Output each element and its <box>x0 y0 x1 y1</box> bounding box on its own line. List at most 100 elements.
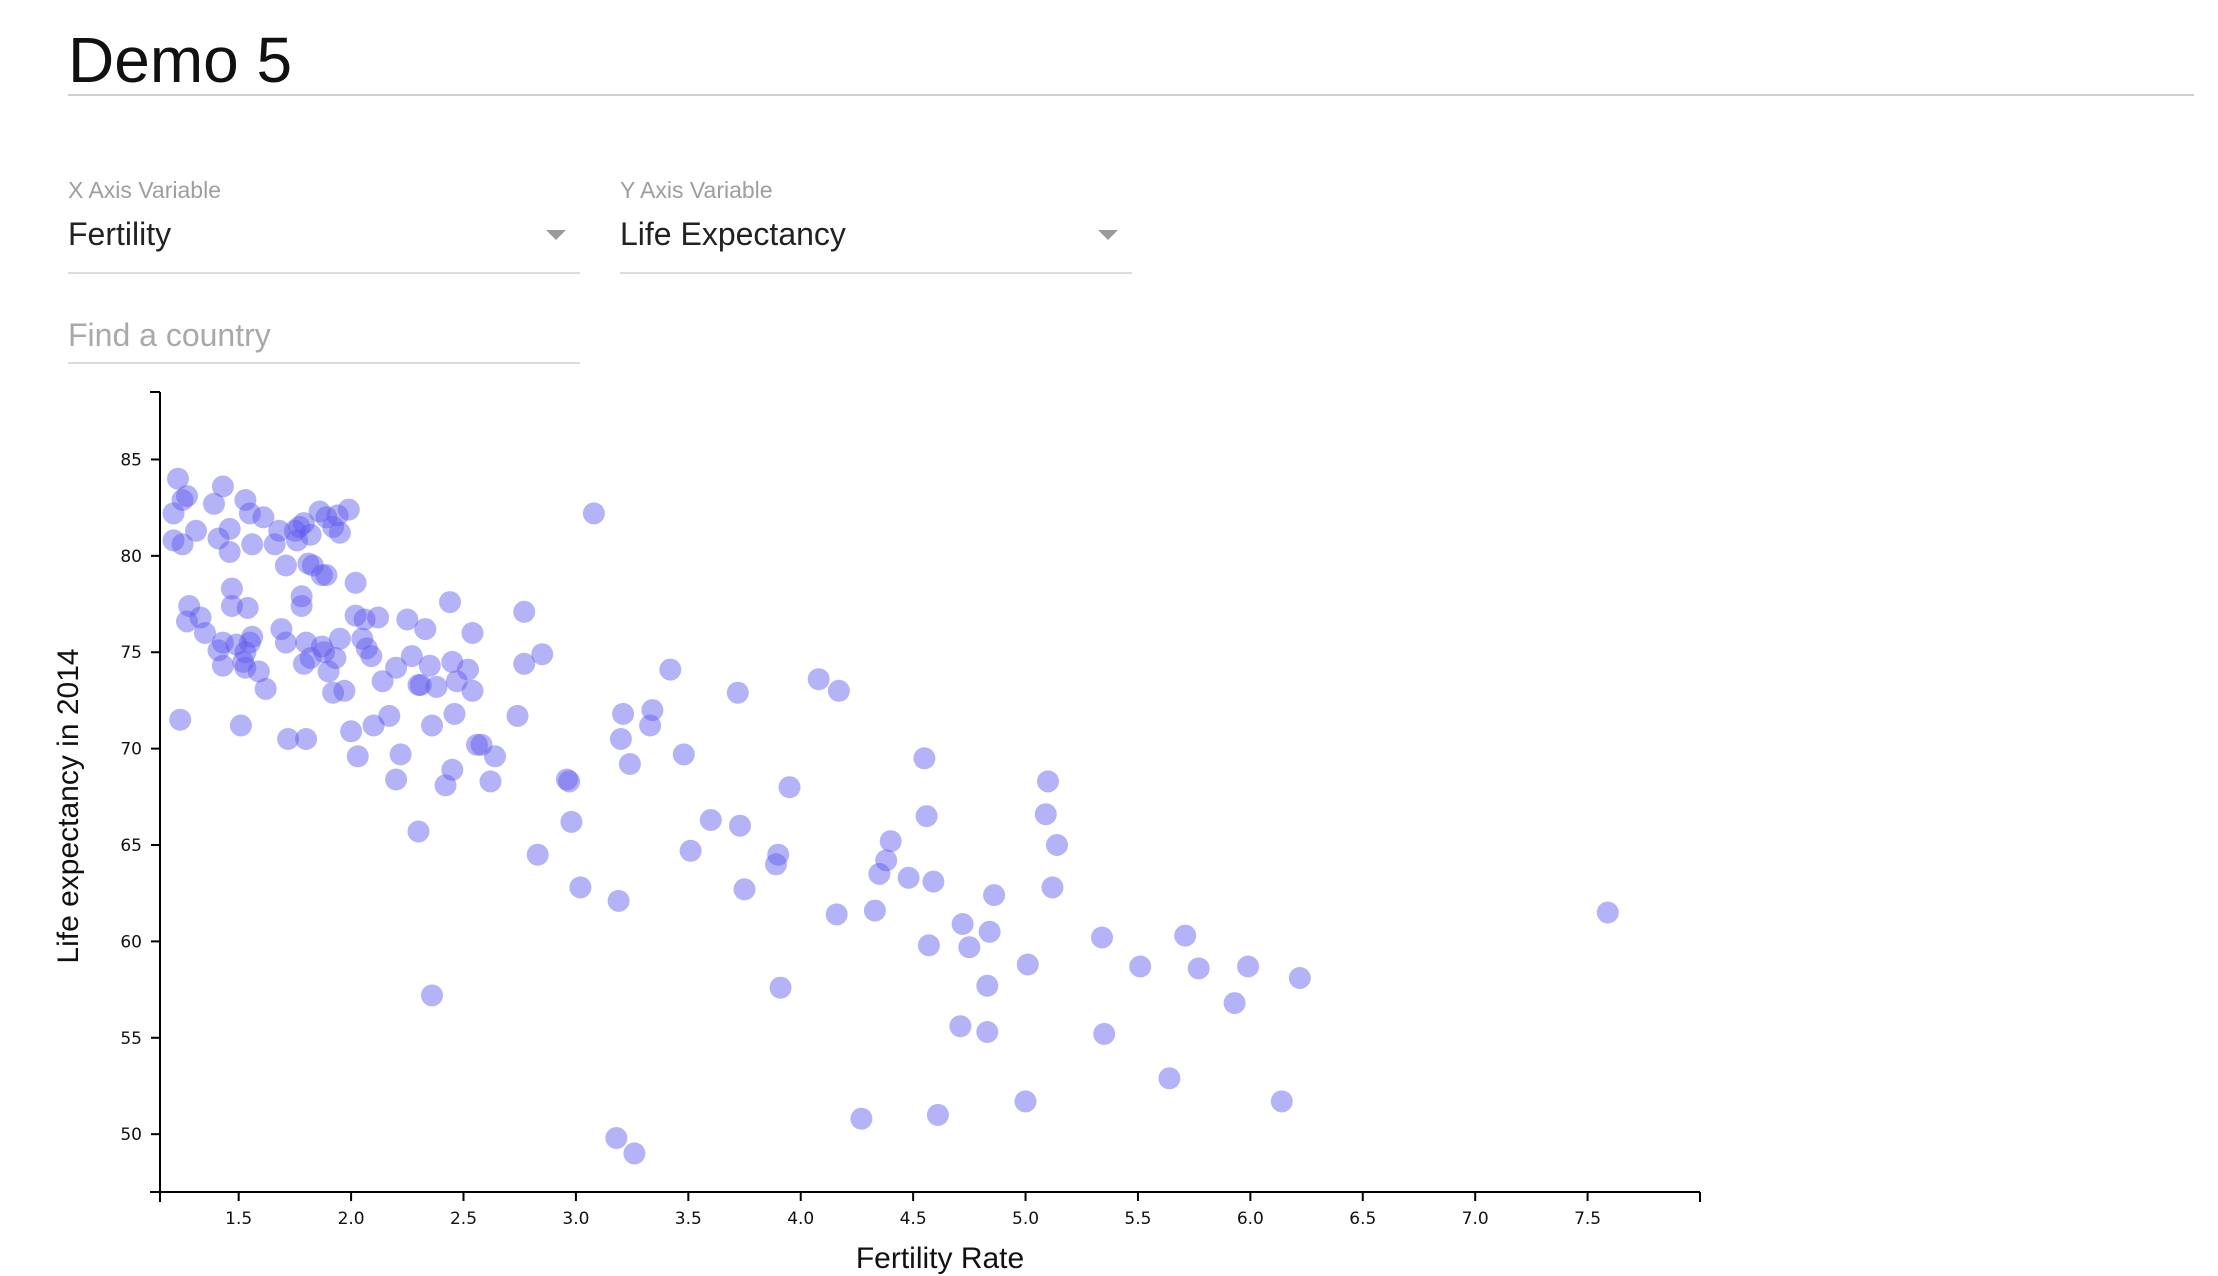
data-point[interactable] <box>324 647 347 669</box>
data-point[interactable] <box>171 533 194 556</box>
data-point[interactable] <box>313 641 336 664</box>
data-point[interactable] <box>1093 1022 1116 1045</box>
data-point[interactable] <box>513 600 536 623</box>
data-point[interactable] <box>220 577 243 600</box>
data-point[interactable] <box>292 652 315 675</box>
data-point[interactable] <box>355 637 378 660</box>
data-point[interactable] <box>288 515 311 538</box>
data-point[interactable] <box>827 679 850 702</box>
data-point[interactable] <box>1237 955 1260 978</box>
data-point[interactable] <box>605 1127 628 1149</box>
data-point[interactable] <box>211 631 234 654</box>
data-point[interactable] <box>926 1103 949 1126</box>
data-point[interactable] <box>378 704 401 727</box>
data-point[interactable] <box>441 758 464 781</box>
data-point[interactable] <box>247 660 270 683</box>
data-point[interactable] <box>441 650 464 673</box>
data-point[interactable] <box>484 745 506 768</box>
data-point[interactable] <box>270 618 293 641</box>
data-point[interactable] <box>290 595 313 617</box>
data-point[interactable] <box>263 533 286 556</box>
data-point[interactable] <box>445 670 468 693</box>
data-point[interactable] <box>234 656 257 679</box>
data-point[interactable] <box>457 658 479 681</box>
data-point[interactable] <box>211 475 234 498</box>
x-axis-select[interactable]: X Axis Variable Fertility <box>68 176 580 276</box>
data-point[interactable] <box>400 645 423 668</box>
data-point[interactable] <box>461 679 484 702</box>
data-point[interactable] <box>290 585 313 608</box>
data-point[interactable] <box>560 810 583 833</box>
data-point[interactable] <box>1288 967 1311 989</box>
data-point[interactable] <box>1014 1090 1037 1113</box>
data-point[interactable] <box>353 608 376 631</box>
data-point[interactable] <box>609 728 632 750</box>
data-point[interactable] <box>978 920 1001 943</box>
data-point[interactable] <box>218 517 241 540</box>
data-point[interactable] <box>234 489 257 511</box>
data-point[interactable] <box>461 622 484 644</box>
country-search[interactable] <box>68 310 580 366</box>
data-point[interactable] <box>385 656 408 679</box>
data-point[interactable] <box>479 770 502 793</box>
data-point[interactable] <box>299 523 322 546</box>
data-point[interactable] <box>241 533 264 556</box>
data-point[interactable] <box>949 1015 972 1038</box>
data-point[interactable] <box>274 631 297 654</box>
data-point[interactable] <box>526 843 549 866</box>
data-point[interactable] <box>189 606 212 629</box>
data-point[interactable] <box>185 519 207 542</box>
data-point[interactable] <box>769 976 792 999</box>
data-point[interactable] <box>1041 876 1064 899</box>
data-point[interactable] <box>976 1021 999 1043</box>
data-point[interactable] <box>679 839 702 862</box>
data-point[interactable] <box>569 876 592 899</box>
data-point[interactable] <box>582 502 605 525</box>
data-point[interactable] <box>506 704 529 727</box>
data-point[interactable] <box>238 631 261 654</box>
data-point[interactable] <box>207 527 230 550</box>
data-point[interactable] <box>297 552 320 575</box>
data-point[interactable] <box>558 770 581 793</box>
data-point[interactable] <box>362 714 385 737</box>
data-point[interactable] <box>236 596 259 619</box>
data-point[interactable] <box>162 502 185 525</box>
data-point[interactable] <box>308 500 331 523</box>
data-point[interactable] <box>555 768 578 791</box>
data-point[interactable] <box>1037 770 1059 793</box>
data-point[interactable] <box>1034 803 1057 826</box>
data-point[interactable] <box>466 733 488 756</box>
data-point[interactable] <box>176 610 198 633</box>
data-point[interactable] <box>360 645 383 668</box>
data-point[interactable] <box>850 1107 873 1130</box>
data-point[interactable] <box>292 512 315 535</box>
data-point[interactable] <box>976 974 999 997</box>
data-point[interactable] <box>207 639 230 662</box>
data-point[interactable] <box>729 814 751 837</box>
data-point[interactable] <box>418 654 441 677</box>
data-point[interactable] <box>825 903 848 926</box>
data-point[interactable] <box>385 768 408 791</box>
data-point[interactable] <box>439 591 461 614</box>
data-point[interactable] <box>531 643 554 666</box>
data-point[interactable] <box>778 776 801 799</box>
data-point[interactable] <box>623 1142 646 1165</box>
data-point[interactable] <box>958 936 981 959</box>
data-point[interactable] <box>1158 1067 1181 1090</box>
data-point[interactable] <box>211 654 234 677</box>
data-point[interactable] <box>767 843 790 866</box>
data-point[interactable] <box>310 564 333 587</box>
data-point[interactable] <box>1270 1090 1293 1113</box>
data-point[interactable] <box>1174 924 1197 947</box>
data-point[interactable] <box>699 809 722 831</box>
data-point[interactable] <box>283 519 306 542</box>
data-point[interactable] <box>371 670 394 693</box>
data-point[interactable] <box>1223 992 1246 1015</box>
data-point[interactable] <box>337 498 360 521</box>
data-point[interactable] <box>277 728 300 750</box>
data-point[interactable] <box>218 541 241 563</box>
data-point[interactable] <box>169 708 192 731</box>
data-point[interactable] <box>807 668 830 691</box>
data-point[interactable] <box>326 504 349 527</box>
data-point[interactable] <box>612 702 635 725</box>
